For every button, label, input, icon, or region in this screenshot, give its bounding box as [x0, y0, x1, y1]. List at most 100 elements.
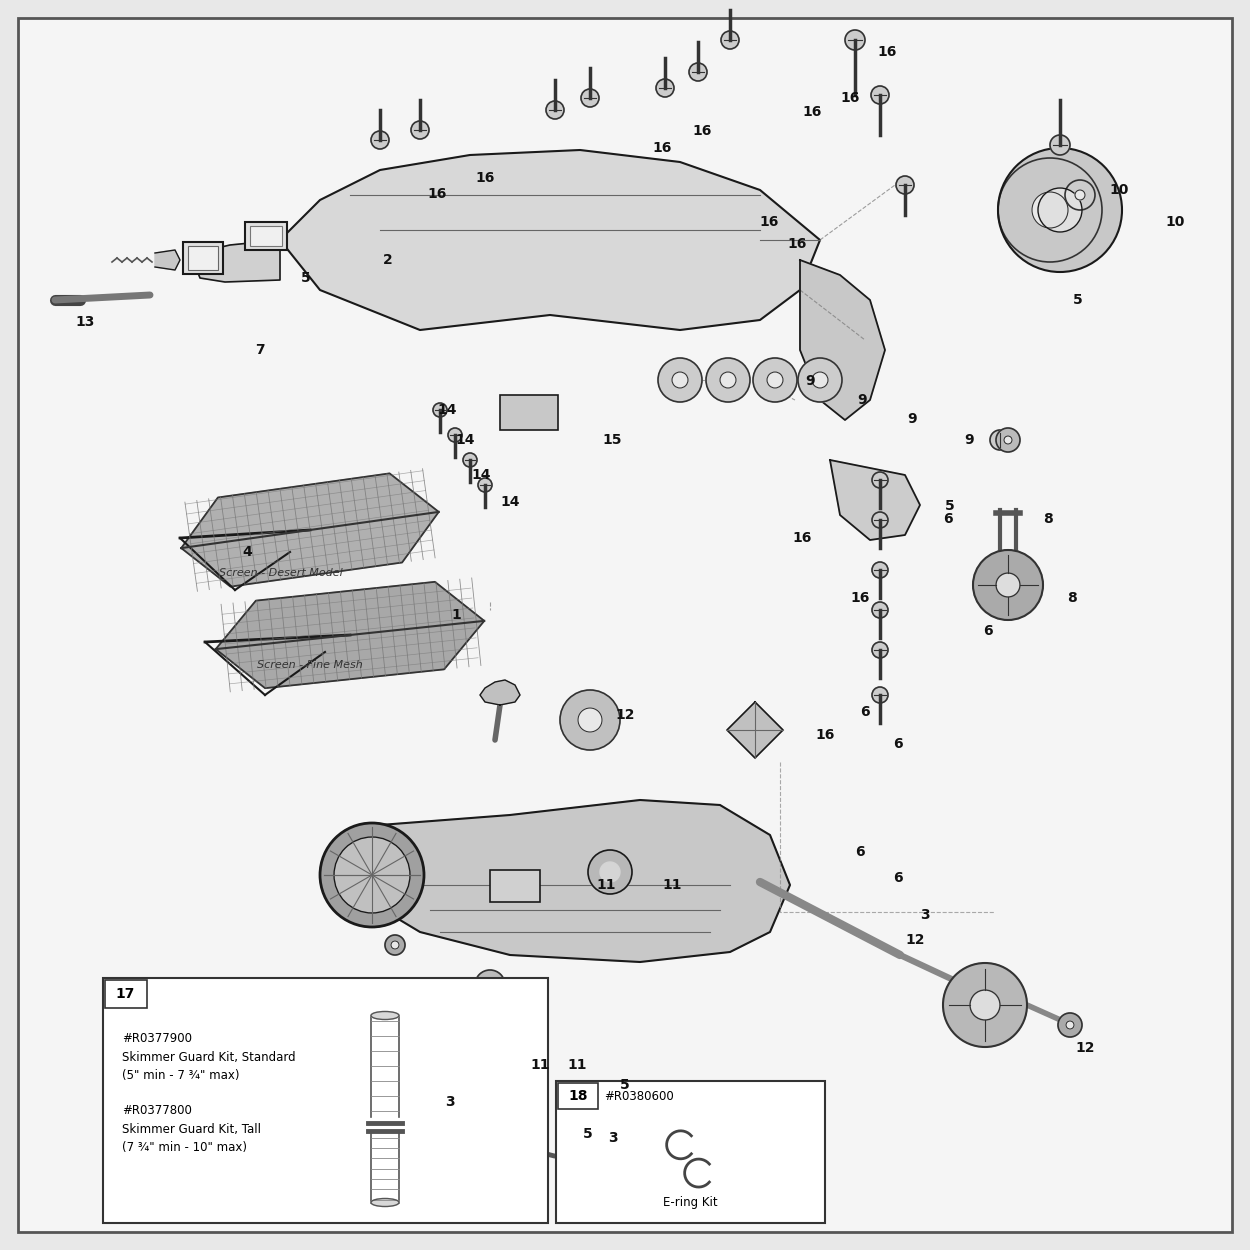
- Circle shape: [798, 357, 842, 402]
- Polygon shape: [800, 260, 885, 420]
- Circle shape: [872, 512, 887, 528]
- Circle shape: [1066, 1021, 1074, 1029]
- Circle shape: [600, 862, 620, 882]
- Text: 17: 17: [116, 986, 135, 1000]
- Circle shape: [872, 472, 887, 488]
- Circle shape: [1058, 1013, 1082, 1038]
- Text: 9: 9: [858, 392, 868, 408]
- Circle shape: [1065, 180, 1095, 210]
- Text: 14: 14: [471, 468, 491, 482]
- Bar: [182, 242, 222, 274]
- Text: 16: 16: [850, 590, 870, 605]
- Text: 16: 16: [878, 45, 898, 60]
- Polygon shape: [330, 800, 790, 962]
- Text: 15: 15: [602, 432, 622, 447]
- Text: 16: 16: [652, 140, 672, 155]
- Text: E-ring Kit: E-ring Kit: [664, 1196, 717, 1209]
- Text: 8: 8: [1042, 511, 1052, 526]
- Text: 12: 12: [1075, 1040, 1095, 1055]
- Bar: [102, 978, 548, 1222]
- Circle shape: [546, 101, 564, 119]
- Circle shape: [588, 850, 632, 894]
- Bar: [500, 395, 558, 430]
- Text: 5: 5: [945, 499, 955, 514]
- Circle shape: [768, 372, 782, 388]
- Ellipse shape: [371, 1199, 399, 1206]
- Text: 12: 12: [615, 707, 635, 722]
- Text: 3: 3: [920, 908, 930, 922]
- Polygon shape: [462, 1075, 503, 1105]
- Circle shape: [972, 550, 1042, 620]
- Circle shape: [462, 452, 478, 468]
- Circle shape: [812, 372, 828, 388]
- Circle shape: [942, 962, 1028, 1048]
- Ellipse shape: [371, 1011, 399, 1020]
- Circle shape: [996, 572, 1020, 598]
- Circle shape: [475, 970, 505, 1000]
- Text: #R0380600: #R0380600: [604, 1090, 674, 1102]
- Text: 5: 5: [1072, 292, 1082, 308]
- Text: 7: 7: [255, 342, 265, 357]
- Circle shape: [689, 62, 707, 81]
- Circle shape: [706, 357, 750, 402]
- Text: 14: 14: [500, 495, 520, 510]
- Text: 9: 9: [908, 411, 918, 426]
- Text: 3: 3: [608, 1130, 618, 1145]
- Text: 6: 6: [892, 736, 902, 751]
- Circle shape: [411, 121, 429, 139]
- Circle shape: [656, 79, 674, 98]
- Text: 18: 18: [569, 1089, 588, 1104]
- Text: 12: 12: [905, 932, 925, 948]
- Circle shape: [1032, 192, 1068, 228]
- Circle shape: [1050, 135, 1070, 155]
- Bar: [559, 1084, 599, 1109]
- Text: 14: 14: [438, 402, 458, 418]
- Polygon shape: [195, 240, 280, 282]
- Text: Screen - Fine Mesh: Screen - Fine Mesh: [258, 660, 362, 670]
- Text: 6: 6: [855, 845, 865, 860]
- Circle shape: [996, 428, 1020, 452]
- Circle shape: [1075, 190, 1085, 200]
- Text: 16: 16: [428, 186, 448, 201]
- Polygon shape: [155, 250, 180, 270]
- Circle shape: [672, 372, 688, 388]
- Circle shape: [1038, 188, 1082, 232]
- Circle shape: [371, 131, 389, 149]
- Circle shape: [872, 602, 887, 618]
- Text: 16: 16: [815, 728, 835, 742]
- Circle shape: [970, 990, 1000, 1020]
- Text: Skimmer Guard Kit, Standard: Skimmer Guard Kit, Standard: [122, 1050, 296, 1064]
- Circle shape: [998, 158, 1102, 262]
- Text: #R0377900: #R0377900: [122, 1032, 192, 1045]
- Circle shape: [320, 822, 424, 928]
- Text: 6: 6: [942, 511, 952, 526]
- Circle shape: [752, 357, 798, 402]
- Circle shape: [478, 478, 492, 492]
- Circle shape: [581, 89, 599, 107]
- Polygon shape: [480, 680, 520, 705]
- Circle shape: [485, 980, 495, 990]
- Circle shape: [658, 357, 702, 402]
- Text: 11: 11: [596, 878, 616, 892]
- Circle shape: [721, 31, 739, 49]
- Text: 16: 16: [840, 90, 860, 105]
- Polygon shape: [181, 474, 439, 586]
- Circle shape: [385, 935, 405, 955]
- Text: 16: 16: [693, 124, 712, 139]
- Circle shape: [872, 562, 887, 578]
- Circle shape: [896, 176, 914, 194]
- Text: 10: 10: [1165, 215, 1185, 230]
- Circle shape: [391, 941, 399, 949]
- Text: 5: 5: [620, 1078, 630, 1092]
- Text: 14: 14: [455, 432, 475, 447]
- Circle shape: [990, 430, 1010, 450]
- Polygon shape: [425, 1075, 465, 1105]
- Text: 9: 9: [805, 374, 815, 389]
- Text: 9: 9: [964, 432, 974, 447]
- Bar: [250, 226, 282, 246]
- Bar: [618, 1102, 642, 1115]
- Bar: [245, 222, 288, 250]
- Text: 6: 6: [860, 705, 870, 720]
- Text: Skimmer Guard Kit, Tall: Skimmer Guard Kit, Tall: [122, 1122, 261, 1135]
- Circle shape: [560, 690, 620, 750]
